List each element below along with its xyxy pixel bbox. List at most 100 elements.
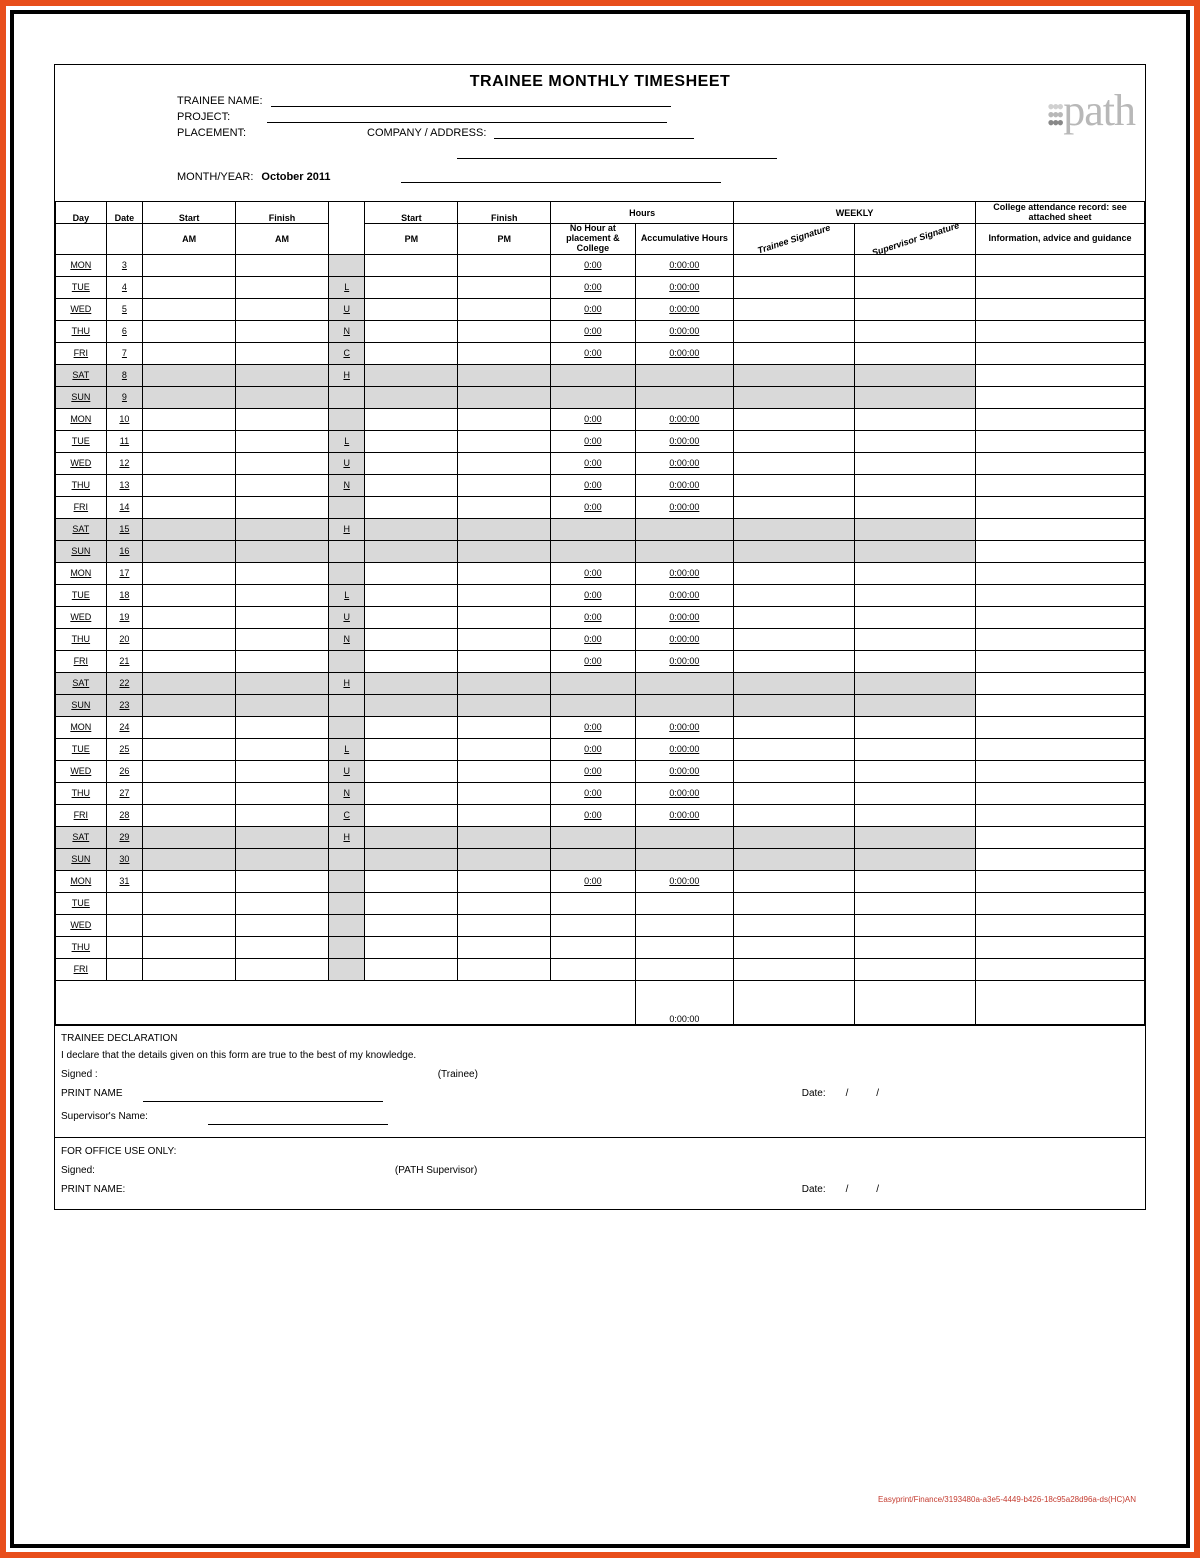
cell-date: 8 xyxy=(106,364,143,386)
cell-accum: 0:00:00 xyxy=(635,276,734,298)
timesheet: TRAINEE MONTHLY TIMESHEET •••••••••path … xyxy=(54,64,1146,1210)
cell-day: THU xyxy=(56,320,107,342)
table-row: THU6N0:000:00:00 xyxy=(56,320,1145,342)
cell-lunch-letter xyxy=(328,540,365,562)
total-row: 0:00:00 xyxy=(56,980,1145,1024)
table-row: TUE25L0:000:00:00 xyxy=(56,738,1145,760)
cell-day: MON xyxy=(56,870,107,892)
cell-hours: 0:00 xyxy=(551,254,635,276)
cell-accum xyxy=(635,958,734,980)
logo-text: path xyxy=(1063,86,1135,135)
cell-date: 9 xyxy=(106,386,143,408)
cell-accum: 0:00:00 xyxy=(635,716,734,738)
cell-day: SUN xyxy=(56,386,107,408)
table-row: FRI28C0:000:00:00 xyxy=(56,804,1145,826)
cell-accum: 0:00:00 xyxy=(635,320,734,342)
cell-hours: 0:00 xyxy=(551,716,635,738)
cell-accum: 0:00:00 xyxy=(635,452,734,474)
col-weekly: WEEKLY xyxy=(734,202,976,224)
cell-hours: 0:00 xyxy=(551,782,635,804)
cell-lunch-letter: H xyxy=(328,518,365,540)
cell-accum: 0:00:00 xyxy=(635,430,734,452)
table-row: MON30:000:00:00 xyxy=(56,254,1145,276)
table-row: SUN9 xyxy=(56,386,1145,408)
col-mid xyxy=(328,202,365,255)
cell-day: WED xyxy=(56,298,107,320)
cell-hours xyxy=(551,386,635,408)
cell-day: SAT xyxy=(56,518,107,540)
cell-hours: 0:00 xyxy=(551,804,635,826)
header: TRAINEE MONTHLY TIMESHEET •••••••••path … xyxy=(55,65,1145,201)
col-day: Day xyxy=(56,202,107,224)
cell-lunch-letter xyxy=(328,386,365,408)
cell-accum xyxy=(635,672,734,694)
cell-date: 15 xyxy=(106,518,143,540)
cell-accum xyxy=(635,914,734,936)
cell-accum: 0:00:00 xyxy=(635,254,734,276)
cell-lunch-letter: L xyxy=(328,584,365,606)
table-row: SUN16 xyxy=(56,540,1145,562)
cell-hours xyxy=(551,892,635,914)
cell-lunch-letter xyxy=(328,892,365,914)
decl-date-label: Date: xyxy=(802,1085,826,1102)
table-row: SUN30 xyxy=(56,848,1145,870)
cell-accum xyxy=(635,936,734,958)
cell-date: 14 xyxy=(106,496,143,518)
table-row: SUN23 xyxy=(56,694,1145,716)
address-line-2 xyxy=(457,147,777,159)
cell-accum: 0:00:00 xyxy=(635,342,734,364)
cell-lunch-letter: L xyxy=(328,738,365,760)
trainee-name-label: TRAINEE NAME: xyxy=(177,95,263,107)
cell-lunch-letter xyxy=(328,408,365,430)
cell-accum: 0:00:00 xyxy=(635,496,734,518)
timesheet-table: Day Date Start Finish Start Finish Hours… xyxy=(55,201,1145,1025)
outer-border: TRAINEE MONTHLY TIMESHEET •••••••••path … xyxy=(0,0,1200,1558)
col-info: Information, advice and guidance xyxy=(976,224,1145,255)
cell-lunch-letter: L xyxy=(328,276,365,298)
cell-accum: 0:00:00 xyxy=(635,562,734,584)
office-block: FOR OFFICE USE ONLY: Signed: (PATH Super… xyxy=(55,1137,1145,1209)
cell-hours: 0:00 xyxy=(551,298,635,320)
office-date-label: Date: xyxy=(802,1180,826,1199)
cell-hours: 0:00 xyxy=(551,628,635,650)
cell-date: 5 xyxy=(106,298,143,320)
decl-heading: TRAINEE DECLARATION xyxy=(61,1030,1139,1047)
cell-lunch-letter xyxy=(328,694,365,716)
cell-hours xyxy=(551,364,635,386)
table-row: MON100:000:00:00 xyxy=(56,408,1145,430)
table-row: SAT8 H xyxy=(56,364,1145,386)
col-pm-1: PM xyxy=(365,224,458,255)
cell-date: 22 xyxy=(106,672,143,694)
col-finish-am: Finish xyxy=(236,202,329,224)
cell-accum: 0:00:00 xyxy=(635,650,734,672)
cell-date: 17 xyxy=(106,562,143,584)
cell-hours: 0:00 xyxy=(551,650,635,672)
cell-day: THU xyxy=(56,474,107,496)
decl-print-line xyxy=(143,1090,383,1102)
cell-date: 27 xyxy=(106,782,143,804)
cell-day: FRI xyxy=(56,958,107,980)
table-row: THU27N0:000:00:00 xyxy=(56,782,1145,804)
cell-day: MON xyxy=(56,408,107,430)
cell-accum: 0:00:00 xyxy=(635,606,734,628)
cell-lunch-letter: H xyxy=(328,364,365,386)
col-am-1: AM xyxy=(143,224,236,255)
cell-date: 18 xyxy=(106,584,143,606)
cell-hours: 0:00 xyxy=(551,584,635,606)
cell-lunch-letter xyxy=(328,848,365,870)
cell-day: THU xyxy=(56,782,107,804)
cell-date: 21 xyxy=(106,650,143,672)
cell-accum xyxy=(635,386,734,408)
col-finish-pm: Finish xyxy=(458,202,551,224)
cell-date: 10 xyxy=(106,408,143,430)
footer-code: Easyprint/Finance/3193480a-a3e5-4449-b42… xyxy=(878,1495,1136,1504)
cell-date: 30 xyxy=(106,848,143,870)
table-row: SAT15 H xyxy=(56,518,1145,540)
table-row: FRI140:000:00:00 xyxy=(56,496,1145,518)
cell-lunch-letter xyxy=(328,562,365,584)
cell-hours: 0:00 xyxy=(551,430,635,452)
cell-hours xyxy=(551,958,635,980)
cell-lunch-letter xyxy=(328,936,365,958)
cell-date xyxy=(106,892,143,914)
cell-day: SAT xyxy=(56,364,107,386)
